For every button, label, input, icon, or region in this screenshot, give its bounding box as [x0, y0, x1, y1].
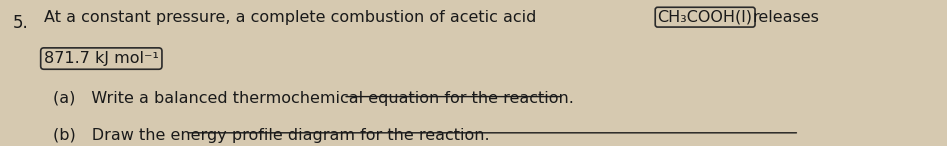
Text: 5.: 5. [12, 14, 28, 32]
Text: (b) Draw the energy profile diagram for the reaction.: (b) Draw the energy profile diagram for … [53, 128, 490, 143]
Text: At a constant pressure, a complete combustion of acetic acid: At a constant pressure, a complete combu… [44, 10, 536, 25]
Text: releases: releases [752, 10, 819, 25]
Text: CH₃COOH(l): CH₃COOH(l) [657, 10, 753, 25]
Text: 871.7 kJ mol⁻¹: 871.7 kJ mol⁻¹ [44, 51, 159, 66]
Text: (a) Write a balanced thermochemical equation for the reaction.: (a) Write a balanced thermochemical equa… [53, 91, 574, 106]
